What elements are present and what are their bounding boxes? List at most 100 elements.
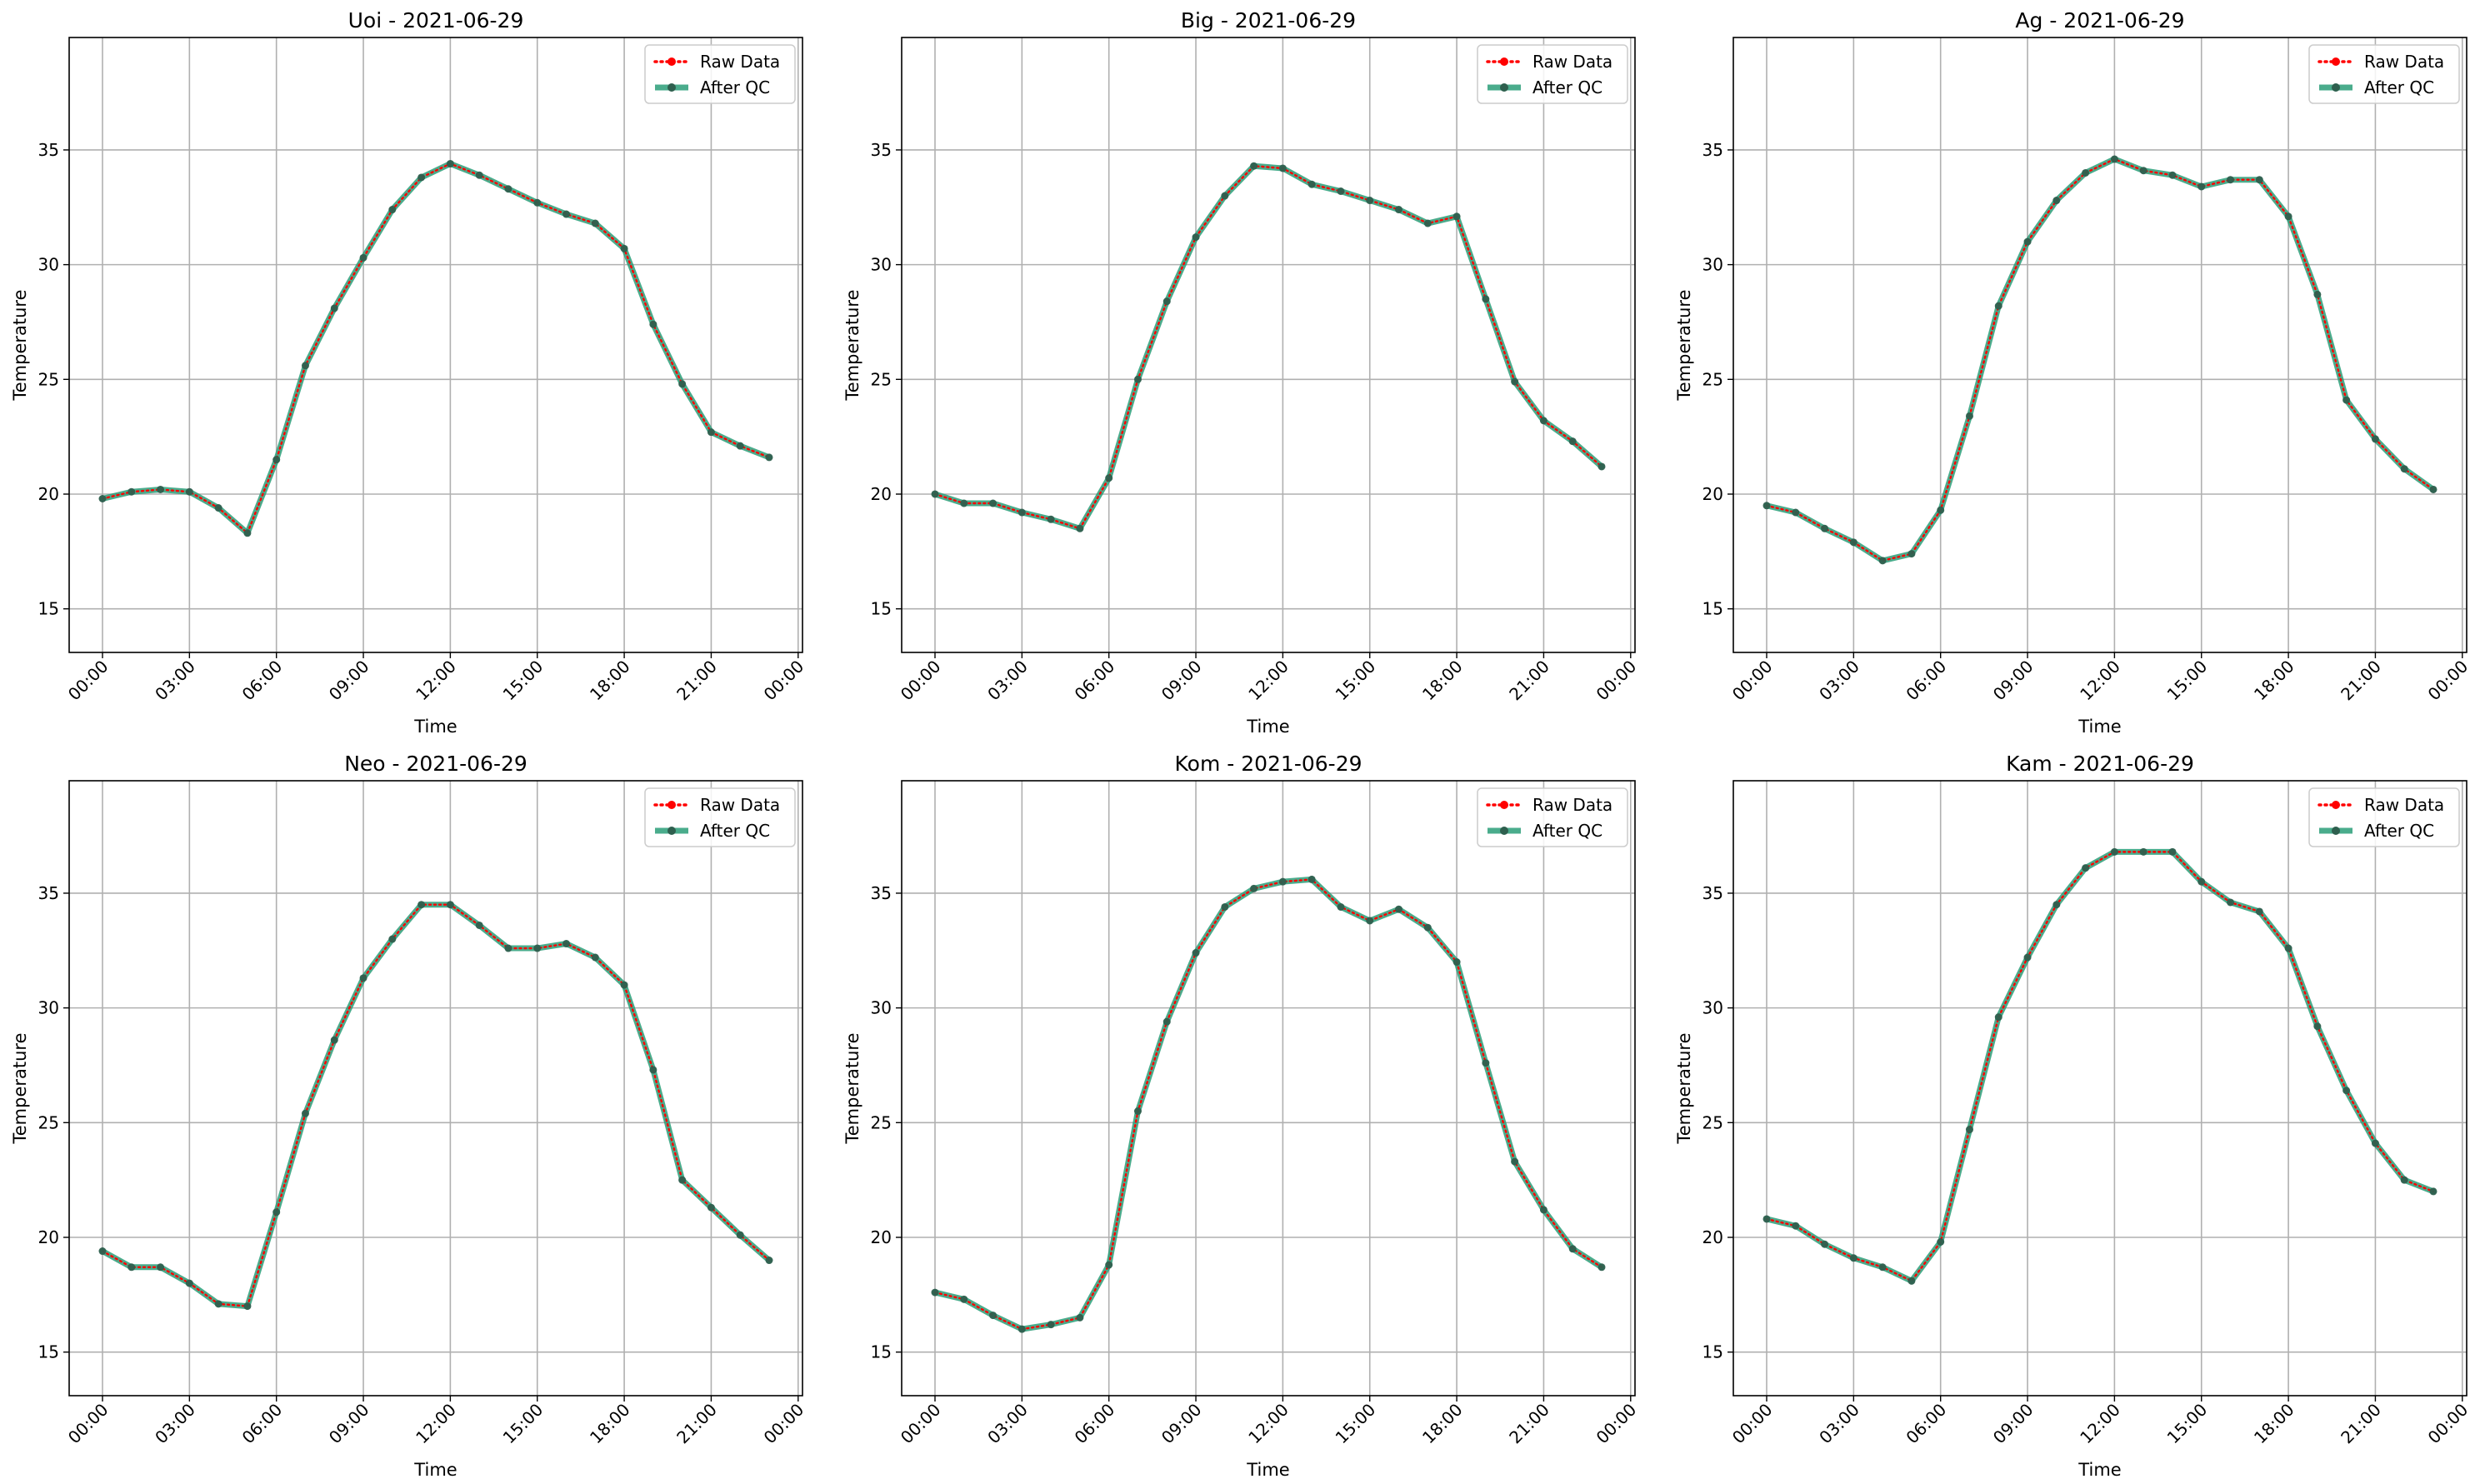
data-point <box>960 1295 968 1303</box>
data-point <box>1452 958 1461 967</box>
y-tick-label: 15 <box>871 1342 892 1362</box>
data-point <box>1878 1263 1887 1272</box>
y-tick-label: 30 <box>1702 255 1723 275</box>
y-tick-label: 25 <box>1702 1112 1723 1132</box>
data-point <box>1337 902 1345 911</box>
y-tick-label: 30 <box>1702 998 1723 1018</box>
data-point <box>1511 377 1519 386</box>
data-point <box>98 495 107 502</box>
data-point <box>562 940 571 948</box>
y-tick-label: 35 <box>1702 883 1723 903</box>
data-point <box>1965 412 1973 420</box>
data-point <box>1278 164 1287 172</box>
legend-marker-qc <box>668 83 676 92</box>
x-tick-label: 21:00 <box>2337 657 2385 705</box>
data-point <box>620 981 628 989</box>
data-point <box>1395 206 1403 214</box>
data-point <box>2082 168 2090 177</box>
data-point <box>1511 1157 1519 1166</box>
data-point <box>243 529 252 537</box>
panel-title: Big - 2021-06-29 <box>1181 8 1356 32</box>
data-point <box>1598 1263 1606 1272</box>
x-tick-label: 12:00 <box>412 657 460 705</box>
data-point <box>1965 1126 1973 1134</box>
panel-title: Uoi - 2021-06-29 <box>348 8 524 32</box>
series-line-raw-data <box>933 878 1603 1331</box>
axes-frame <box>1732 780 2468 1397</box>
x-tick-label: 00:00 <box>2424 657 2472 705</box>
data-point <box>707 1203 715 1212</box>
panel-title: Kam - 2021-06-29 <box>2006 752 2194 776</box>
y-tick-label: 20 <box>1702 484 1723 504</box>
legend-marker-raw <box>1500 57 1508 66</box>
panel-0: Uoi - 2021-06-29 00:00 03:00 06:00 09:00 12:0… <box>10 8 808 737</box>
x-tick-label: 12:00 <box>2076 1400 2124 1448</box>
legend-marker-raw <box>1500 801 1508 809</box>
legend-label-raw: Raw Data <box>700 52 780 72</box>
x-tick-label: 00:00 <box>1728 1400 1777 1448</box>
y-tick-label: 20 <box>871 1227 892 1247</box>
data-point <box>2227 176 2235 184</box>
x-tick-label: 09:00 <box>1158 657 1206 705</box>
data-point <box>2052 901 2061 909</box>
x-tick-label: 03:00 <box>983 657 1032 705</box>
data-point <box>1395 905 1403 913</box>
x-tick-label: 12:00 <box>412 1400 460 1448</box>
data-point <box>2400 1176 2408 1184</box>
data-point <box>157 485 165 493</box>
data-point <box>1452 212 1461 221</box>
data-point <box>1278 877 1287 886</box>
data-point <box>2110 155 2118 163</box>
x-tick-label: 00:00 <box>897 1400 945 1448</box>
y-axis-label: Temperature <box>10 1032 30 1144</box>
data-point <box>989 1312 998 1320</box>
x-tick-label: 06:00 <box>1902 657 1951 705</box>
x-tick-label: 18:00 <box>1418 657 1467 705</box>
data-point <box>98 1247 107 1256</box>
x-axis-label: Time <box>2078 717 2121 737</box>
y-tick-label: 15 <box>1702 599 1723 619</box>
y-axis-label: Temperature <box>10 289 30 401</box>
series-line-raw-data <box>933 164 1603 530</box>
y-tick-label: 25 <box>871 369 892 389</box>
legend-marker-raw <box>668 801 676 809</box>
series-line-raw-data <box>101 903 771 1307</box>
data-point <box>591 219 599 227</box>
data-point <box>2082 864 2090 872</box>
legend-label-raw: Raw Data <box>700 795 780 815</box>
data-point <box>1792 1222 1800 1230</box>
data-point <box>960 499 968 507</box>
x-tick-label: 21:00 <box>1505 1400 1553 1448</box>
x-tick-label: 12:00 <box>2076 657 2124 705</box>
data-point <box>446 159 454 167</box>
data-point <box>1133 375 1142 383</box>
data-point <box>1792 508 1800 517</box>
data-point <box>418 901 426 909</box>
x-tick-label: 09:00 <box>325 1400 373 1448</box>
y-tick-label: 30 <box>38 998 59 1018</box>
x-tick-label: 00:00 <box>1728 657 1777 705</box>
x-tick-label: 15:00 <box>499 1400 548 1448</box>
data-point <box>1105 474 1113 482</box>
data-point <box>649 320 658 328</box>
data-point <box>418 173 426 182</box>
data-point <box>533 944 542 952</box>
data-point <box>736 1231 744 1239</box>
data-point <box>1105 1261 1113 1269</box>
data-point <box>707 428 715 437</box>
series-line-raw-data <box>1765 157 2435 562</box>
series-line-raw-data <box>1765 851 2435 1282</box>
x-tick-label: 18:00 <box>2250 657 2298 705</box>
legend-marker-raw <box>2332 57 2340 66</box>
data-point <box>504 185 512 193</box>
data-point <box>1878 557 1887 565</box>
x-tick-label: 03:00 <box>983 1400 1032 1448</box>
data-point <box>2429 1187 2438 1196</box>
y-tick-label: 15 <box>38 599 59 619</box>
x-tick-label: 00:00 <box>1592 657 1641 705</box>
data-point <box>2429 485 2438 493</box>
legend-label-qc: After QC <box>700 821 770 841</box>
x-tick-label: 21:00 <box>672 1400 721 1448</box>
x-tick-label: 09:00 <box>325 657 373 705</box>
